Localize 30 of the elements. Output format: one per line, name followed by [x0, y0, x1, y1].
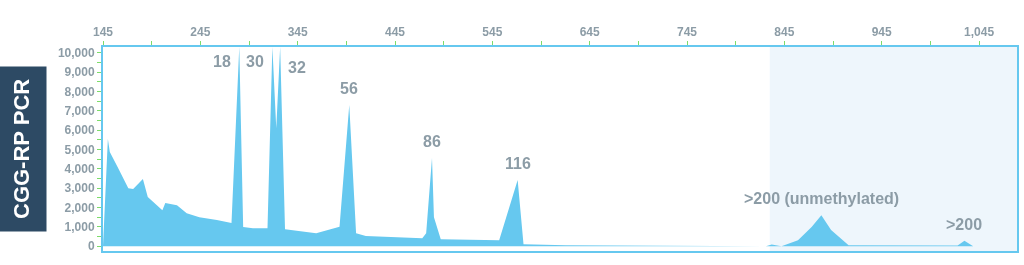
annotation: 32 [288, 59, 306, 76]
x-tick-label: 245 [190, 25, 211, 40]
x-tick-label: 745 [677, 25, 698, 40]
y-tick-label: 1,000 [64, 220, 95, 235]
annotation: 116 [505, 155, 531, 172]
x-tick-label: 1,045 [964, 25, 995, 40]
y-tick-label: 9,000 [64, 65, 95, 80]
x-tick-label: 145 [92, 25, 114, 40]
y-tick-label: 0 [87, 239, 95, 254]
annotation: 56 [340, 80, 358, 97]
annotation: 30 [246, 53, 264, 70]
annotation: 18 [213, 53, 231, 70]
annotation: >200 (unmethylated) [744, 190, 900, 207]
x-tick-label: 345 [287, 25, 309, 40]
annotation: 86 [423, 133, 441, 150]
y-tick-label: 6,000 [64, 123, 95, 138]
y-tick-label: 2,000 [64, 200, 95, 215]
y-tick-label: 7,000 [64, 104, 95, 119]
y-tick-label: 3,000 [64, 181, 95, 196]
x-tick-label: 545 [482, 25, 503, 40]
y-tick-label: 5,000 [64, 142, 95, 157]
y-tick-label: 10,000 [57, 46, 95, 60]
y-tick-label: 4,000 [64, 162, 95, 177]
y-axis-title: CGG-RP PCR [9, 78, 34, 219]
x-tick-label: 845 [774, 25, 795, 40]
y-tick-label: 8,000 [64, 84, 95, 99]
annotation: >200 [946, 216, 983, 233]
x-tick-label: 945 [871, 25, 893, 40]
x-tick-label: 645 [579, 25, 601, 40]
x-tick-label: 445 [384, 25, 406, 40]
